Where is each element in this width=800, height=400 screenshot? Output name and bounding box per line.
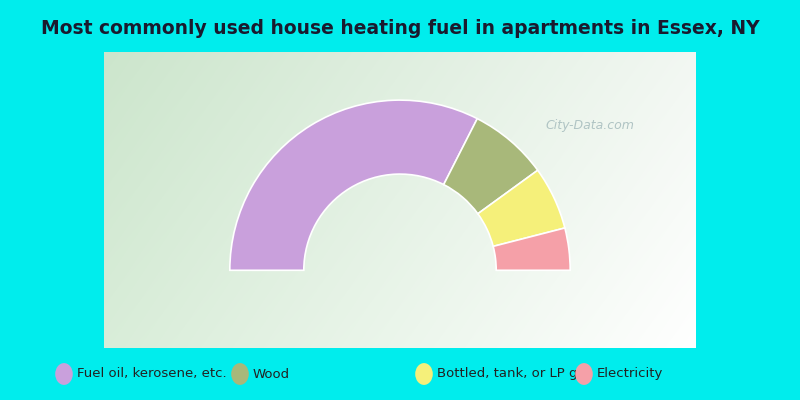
Wedge shape	[478, 170, 565, 246]
Text: City-Data.com: City-Data.com	[545, 120, 634, 132]
Ellipse shape	[415, 363, 433, 385]
Wedge shape	[230, 100, 478, 270]
Text: Fuel oil, kerosene, etc.: Fuel oil, kerosene, etc.	[77, 368, 226, 380]
Text: Most commonly used house heating fuel in apartments in Essex, NY: Most commonly used house heating fuel in…	[41, 19, 759, 38]
Text: Electricity: Electricity	[597, 368, 663, 380]
Ellipse shape	[575, 363, 593, 385]
Wedge shape	[493, 228, 570, 270]
Text: Wood: Wood	[253, 368, 290, 380]
Wedge shape	[444, 119, 538, 214]
Ellipse shape	[231, 363, 249, 385]
Ellipse shape	[55, 363, 73, 385]
Text: Bottled, tank, or LP gas: Bottled, tank, or LP gas	[437, 368, 592, 380]
